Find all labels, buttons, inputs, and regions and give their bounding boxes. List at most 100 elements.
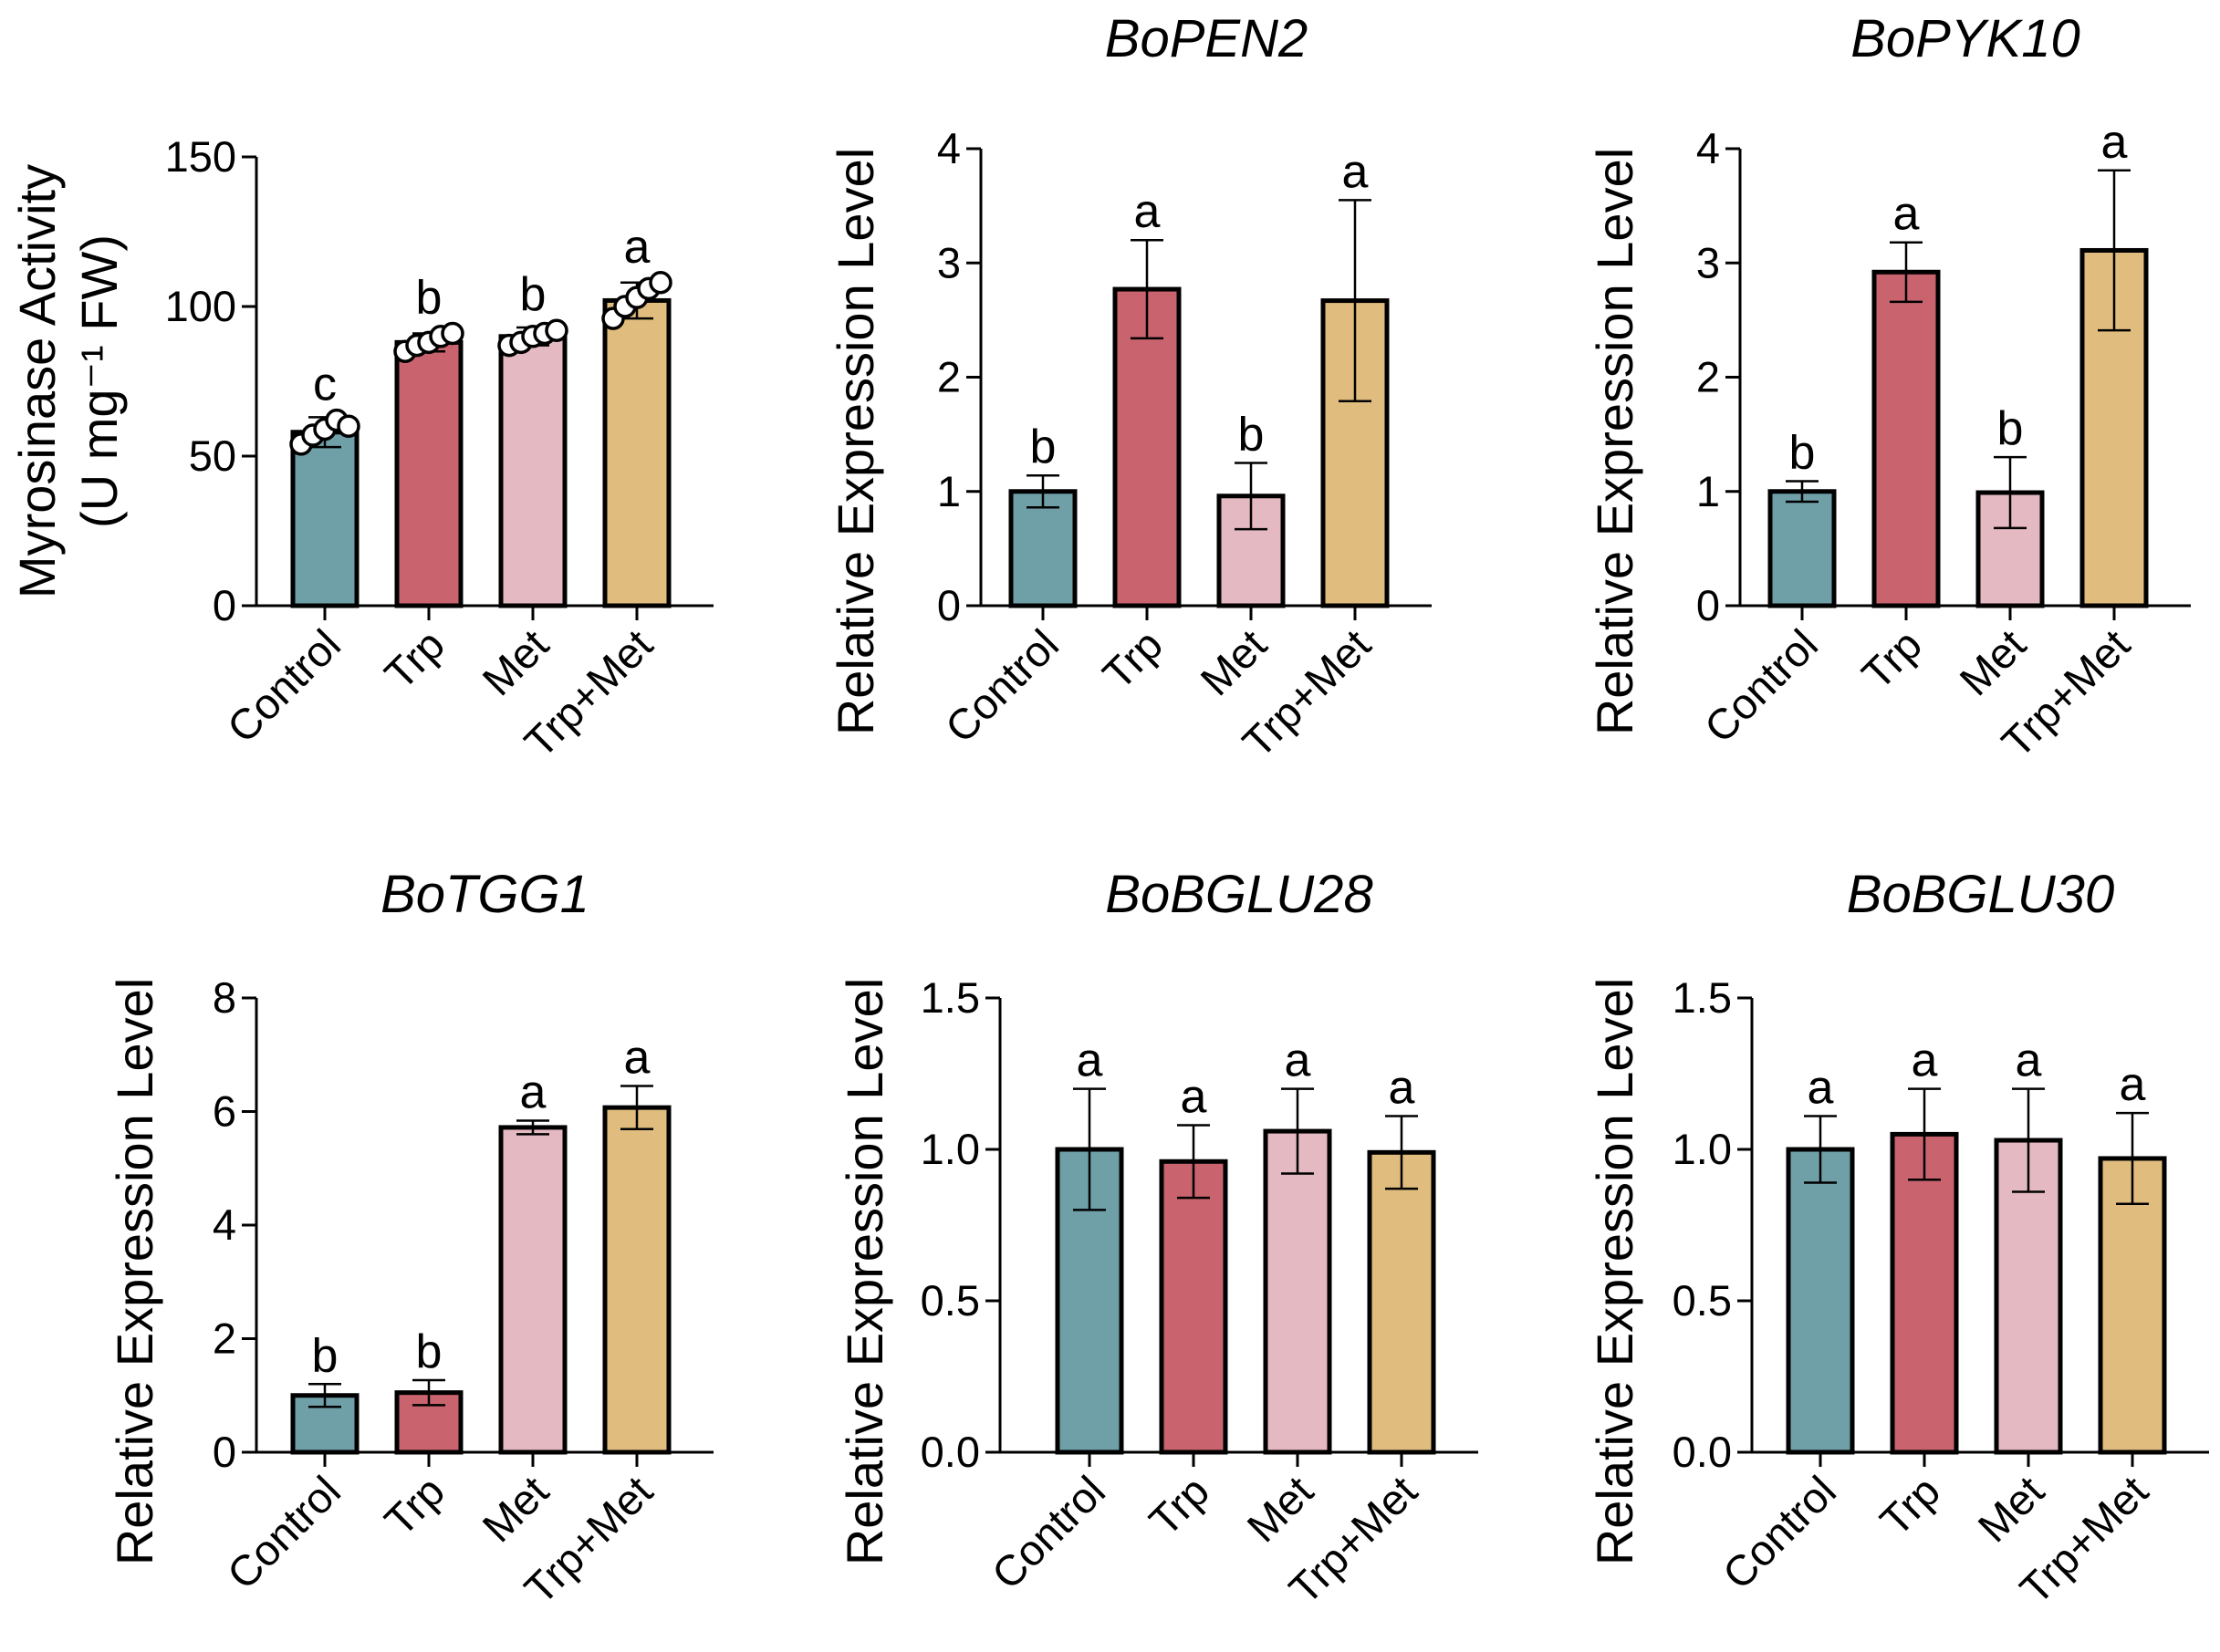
significance-letter: b xyxy=(1789,426,1816,479)
significance-letter: a xyxy=(1893,188,1920,241)
data-point xyxy=(441,321,464,346)
category-label-control: Control xyxy=(935,620,1068,753)
category-label-control: Control xyxy=(1713,1467,1845,1599)
significance-letter: b xyxy=(416,272,443,325)
bar-trp xyxy=(1871,269,1941,608)
y-axis-label: (U mg⁻¹ FW) xyxy=(70,234,128,528)
significance-letter: a xyxy=(1134,185,1161,238)
significance-letter: a xyxy=(2120,1058,2146,1111)
bar-control xyxy=(1767,489,1837,608)
y-tick-label: 1 xyxy=(937,467,961,515)
chart-title: BoBGLU28 xyxy=(1105,865,1372,924)
significance-letter: c xyxy=(313,358,337,411)
chart-panel-3: BoPYK10 Relative Expression Level 0 1 2 3 4 b Co… xyxy=(1586,9,2191,767)
bar-control xyxy=(1055,1147,1124,1455)
bar-trp xyxy=(1890,1131,1959,1455)
significance-letter: a xyxy=(2101,116,2128,169)
y-tick-label: 0 xyxy=(1696,581,1720,629)
significance-letter: b xyxy=(1030,421,1057,473)
y-tick-label: 0 xyxy=(213,1428,236,1476)
y-tick-label: 4 xyxy=(1696,124,1720,172)
significance-letter: a xyxy=(1285,1034,1311,1087)
chart-panel-2: BoPEN2 Relative Expression Level 0 1 2 3 4 b Con… xyxy=(827,9,1432,767)
significance-letter: a xyxy=(2016,1034,2042,1087)
bar-trp-met xyxy=(602,1105,672,1455)
y-tick-label: 4 xyxy=(937,124,961,172)
chart-panel-6: BoBGLU30 Relative Expression Level 0.0 0.5 1… xyxy=(1586,865,2209,1614)
y-axis-label: Relative Expression Level xyxy=(1586,978,1643,1565)
y-tick-label: 0.5 xyxy=(921,1276,980,1325)
bar-trp xyxy=(394,339,464,608)
y-tick-label: 3 xyxy=(937,238,961,286)
chart-panel-1: Myrosinase Activity (U mg⁻¹ FW) 0 50 100 150 c… xyxy=(8,132,714,767)
category-label-met: Met xyxy=(1237,1467,1322,1552)
y-tick-label: 0.5 xyxy=(1673,1276,1732,1325)
bar-met xyxy=(1263,1128,1332,1455)
y-tick-label: 50 xyxy=(189,431,236,480)
category-label-trp: Trp xyxy=(1852,620,1931,699)
significance-letter: a xyxy=(624,221,651,274)
y-tick-label: 0 xyxy=(937,581,961,629)
y-tick-label: 2 xyxy=(1696,353,1720,401)
significance-letter: b xyxy=(520,268,547,321)
y-tick-label: 8 xyxy=(213,973,236,1022)
bar-control xyxy=(1008,489,1078,608)
category-label-met: Met xyxy=(473,620,558,705)
y-tick-label: 150 xyxy=(165,132,236,181)
category-label-control: Control xyxy=(1694,620,1827,753)
category-label-trp: Trp xyxy=(1093,620,1172,699)
y-tick-label: 2 xyxy=(213,1314,236,1363)
significance-letter: a xyxy=(1389,1061,1415,1114)
significance-letter: a xyxy=(1181,1070,1207,1123)
category-label-trp: Trp xyxy=(375,620,453,699)
y-tick-label: 4 xyxy=(213,1200,236,1249)
category-label-trp: Trp xyxy=(1871,1467,1949,1545)
bar-control xyxy=(1786,1147,1855,1455)
chart-title: BoPYK10 xyxy=(1850,9,2080,68)
y-axis-label: Relative Expression Level xyxy=(827,148,884,735)
y-tick-label: 0 xyxy=(213,581,236,629)
y-axis-label: Relative Expression Level xyxy=(1586,148,1643,735)
data-point xyxy=(545,318,568,342)
y-tick-label: 2 xyxy=(937,353,961,401)
y-tick-label: 0.0 xyxy=(1673,1428,1732,1476)
category-label-met: Met xyxy=(473,1467,558,1552)
y-tick-label: 3 xyxy=(1696,238,1720,286)
y-tick-label: 1.0 xyxy=(921,1125,980,1173)
bar-trp-met xyxy=(1367,1149,1436,1455)
bar-trp-met xyxy=(2098,1156,2167,1455)
data-point xyxy=(337,414,360,438)
data-point xyxy=(649,271,672,295)
y-axis-label: Relative Expression Level xyxy=(836,978,893,1565)
y-axis-label: Relative Expression Level xyxy=(106,978,163,1565)
significance-letter: a xyxy=(1342,145,1369,198)
significance-letter: b xyxy=(1997,402,2024,455)
significance-letter: a xyxy=(1912,1034,1938,1087)
category-label-trp: Trp xyxy=(1140,1467,1218,1545)
y-tick-label: 1 xyxy=(1696,467,1720,515)
chart-panel-4: BoTGG1 Relative Expression Level 0 2 4 6 8 b Con… xyxy=(106,865,714,1614)
chart-title: BoBGLU30 xyxy=(1847,865,2114,924)
chart-title: BoTGG1 xyxy=(380,865,589,924)
bar-met xyxy=(498,334,568,608)
category-label-control: Control xyxy=(982,1467,1114,1599)
y-tick-label: 0.0 xyxy=(921,1428,980,1476)
category-label-met: Met xyxy=(1968,1467,2053,1552)
y-axis-label: Myrosinase Activity xyxy=(8,164,66,598)
bar-trp xyxy=(1159,1158,1228,1455)
significance-letter: b xyxy=(1238,408,1265,461)
significance-letter: a xyxy=(1077,1034,1103,1087)
bar-met xyxy=(498,1125,568,1455)
y-tick-label: 1.5 xyxy=(921,973,980,1022)
significance-letter: a xyxy=(520,1065,547,1118)
y-tick-label: 6 xyxy=(213,1087,236,1136)
category-label-met: Met xyxy=(1950,620,2035,705)
significance-letter: b xyxy=(312,1329,339,1382)
chart-panel-5: BoBGLU28 Relative Expression Level 0.0 0.5 1… xyxy=(836,865,1478,1614)
y-tick-label: 1.5 xyxy=(1673,973,1732,1022)
y-tick-label: 1.0 xyxy=(1673,1125,1732,1173)
bar-control xyxy=(290,430,360,608)
chart-title: BoPEN2 xyxy=(1105,9,1308,68)
significance-letter: a xyxy=(1808,1061,1834,1114)
